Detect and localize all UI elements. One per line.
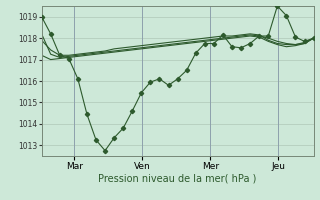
X-axis label: Pression niveau de la mer( hPa ): Pression niveau de la mer( hPa ) bbox=[99, 173, 257, 183]
